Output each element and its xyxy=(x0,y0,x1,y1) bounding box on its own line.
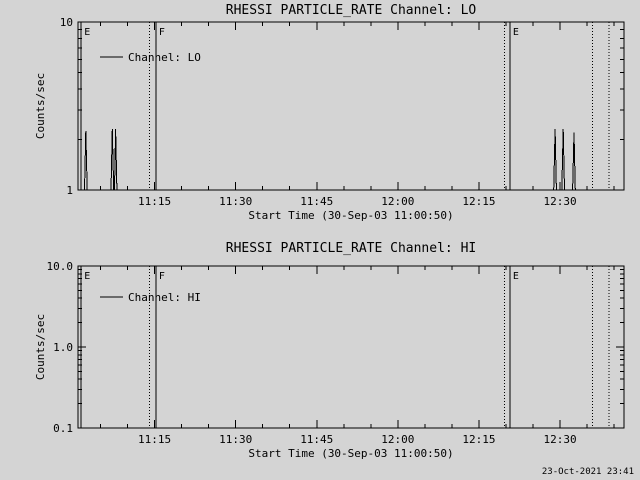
svg-text:F: F xyxy=(159,27,165,38)
svg-text:Start Time (30-Sep-03 11:00:50: Start Time (30-Sep-03 11:00:50) xyxy=(248,209,453,222)
svg-text:11:30: 11:30 xyxy=(219,195,252,208)
svg-text:1.0: 1.0 xyxy=(53,341,73,354)
svg-text:Channel: LO: Channel: LO xyxy=(128,51,201,64)
svg-text:E: E xyxy=(84,27,90,38)
svg-text:12:00: 12:00 xyxy=(381,195,414,208)
svg-text:E: E xyxy=(513,271,519,282)
svg-text:12:15: 12:15 xyxy=(462,195,495,208)
svg-text:Channel: HI: Channel: HI xyxy=(128,291,201,304)
svg-text:0.1: 0.1 xyxy=(53,422,73,435)
svg-text:Counts/sec: Counts/sec xyxy=(34,73,47,139)
svg-text:11:45: 11:45 xyxy=(300,195,333,208)
svg-text:12:15: 12:15 xyxy=(462,433,495,446)
svg-text:11:30: 11:30 xyxy=(219,433,252,446)
svg-text:RHESSI PARTICLE_RATE Channel:: RHESSI PARTICLE_RATE Channel: HI xyxy=(226,241,476,256)
svg-text:RHESSI PARTICLE_RATE Channel:: RHESSI PARTICLE_RATE Channel: LO xyxy=(226,3,477,18)
svg-text:1: 1 xyxy=(66,184,73,197)
svg-text:11:15: 11:15 xyxy=(138,195,171,208)
svg-text:F: F xyxy=(159,271,165,282)
svg-text:E: E xyxy=(84,271,90,282)
svg-text:Counts/sec: Counts/sec xyxy=(34,314,47,380)
svg-text:11:45: 11:45 xyxy=(300,433,333,446)
svg-text:12:30: 12:30 xyxy=(543,433,576,446)
svg-text:10.0: 10.0 xyxy=(47,260,74,273)
svg-text:E: E xyxy=(513,27,519,38)
svg-text:12:00: 12:00 xyxy=(381,433,414,446)
svg-text:10: 10 xyxy=(60,16,73,29)
svg-text:12:30: 12:30 xyxy=(543,195,576,208)
creation-timestamp: 23-Oct-2021 23:41 xyxy=(541,467,634,477)
svg-text:11:15: 11:15 xyxy=(138,433,171,446)
svg-text:Start Time (30-Sep-03 11:00:50: Start Time (30-Sep-03 11:00:50) xyxy=(248,447,453,460)
